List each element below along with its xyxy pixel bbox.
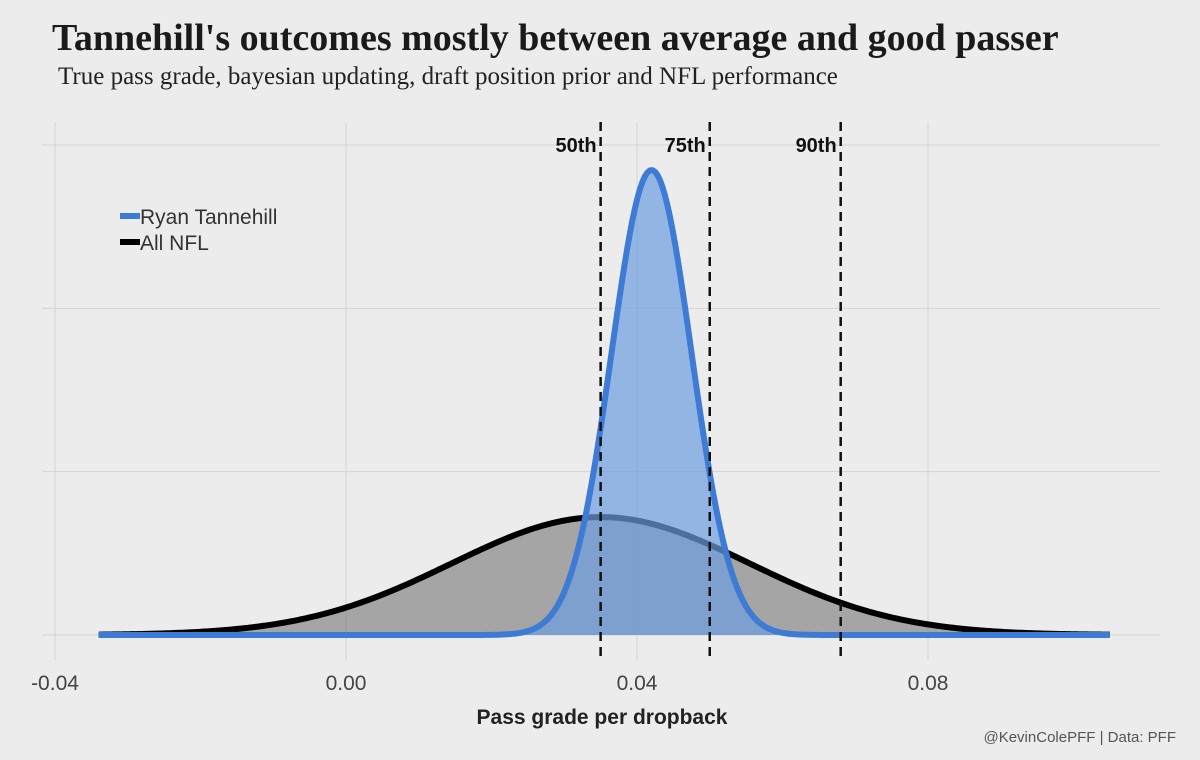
x-tick-label-1: 0.00 xyxy=(326,672,367,695)
x-tick-label-0: -0.04 xyxy=(31,672,79,695)
series-ryan-tannehill xyxy=(98,167,1111,638)
x-tick-label-2: 0.04 xyxy=(617,672,658,695)
reference-label-50th: 50th xyxy=(556,135,597,157)
density-series xyxy=(98,167,1111,638)
legend-item-ryan-tannehill: Ryan Tannehill xyxy=(120,206,277,229)
legend-item-all-nfl: All NFL xyxy=(120,232,209,255)
reference-label-90th: 90th xyxy=(796,135,837,157)
chart-title: Tannehill's outcomes mostly between aver… xyxy=(52,17,1059,59)
chart-caption: @KevinColePFF | Data: PFF xyxy=(983,729,1176,746)
legend-label-all-nfl: All NFL xyxy=(140,232,209,255)
chart-subtitle: True pass grade, bayesian updating, draf… xyxy=(58,63,838,90)
density-area-ryan-tannehill xyxy=(98,170,1110,635)
density-line-ryan-tannehill xyxy=(98,167,1111,638)
percentile-reference-lines: 50th 75th 90th xyxy=(556,122,842,660)
legend: Ryan Tannehill All NFL xyxy=(120,206,277,255)
x-axis-title: Pass grade per dropback xyxy=(477,706,728,729)
x-tick-label-3: 0.08 xyxy=(908,672,949,695)
legend-label-ryan-tannehill: Ryan Tannehill xyxy=(140,206,277,229)
reference-label-75th: 75th xyxy=(665,135,706,157)
x-axis-tick-labels: -0.04 0.00 0.04 0.08 xyxy=(31,672,948,695)
